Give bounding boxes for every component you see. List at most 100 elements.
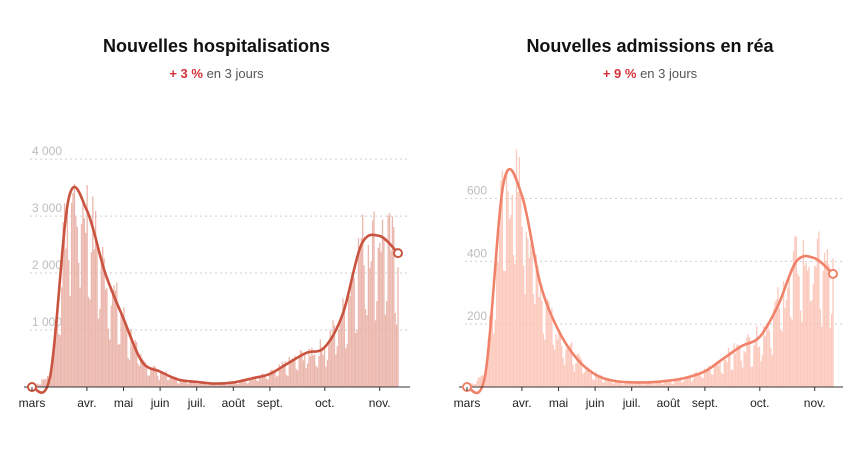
daily-bar — [72, 192, 74, 387]
daily-bar — [811, 300, 813, 387]
daily-bar — [230, 381, 232, 387]
daily-bar — [832, 258, 834, 387]
daily-bar — [635, 381, 638, 387]
daily-bar — [229, 382, 231, 387]
daily-bar — [65, 248, 67, 387]
daily-bar — [109, 339, 111, 387]
daily-bar — [570, 342, 573, 387]
daily-bar — [695, 371, 697, 387]
daily-bar — [592, 379, 594, 387]
daily-bar — [237, 384, 240, 387]
daily-bar — [702, 377, 704, 387]
daily-bar — [285, 374, 288, 387]
daily-bar — [203, 382, 206, 387]
daily-bar — [124, 322, 126, 387]
daily-bar — [693, 372, 696, 387]
daily-bar — [387, 215, 389, 387]
daily-bar — [561, 345, 563, 387]
daily-bar — [256, 380, 258, 387]
daily-bar — [609, 380, 611, 387]
daily-bar — [126, 326, 128, 387]
daily-bar — [301, 351, 303, 387]
trend-line — [30, 185, 399, 394]
daily-bar — [308, 348, 310, 387]
daily-bar — [393, 226, 395, 387]
daily-bar — [44, 379, 46, 387]
x-tick-label: nov. — [804, 396, 826, 410]
daily-bar — [518, 157, 520, 387]
daily-bar — [302, 360, 305, 387]
daily-bar — [147, 375, 149, 387]
daily-bar — [692, 379, 694, 387]
daily-bar — [140, 353, 142, 387]
daily-bar — [812, 284, 814, 387]
daily-bar — [189, 381, 191, 387]
daily-bar — [107, 328, 110, 387]
daily-bar — [220, 383, 223, 387]
daily-bar — [565, 349, 567, 387]
daily-bar — [120, 310, 122, 387]
daily-bar — [96, 243, 98, 387]
x-tick-label: juil. — [622, 396, 641, 410]
daily-bar — [597, 377, 600, 387]
daily-bar — [510, 214, 512, 387]
daily-bar — [801, 322, 803, 387]
daily-bar — [781, 331, 783, 387]
daily-bar — [829, 327, 831, 387]
daily-bar — [267, 379, 269, 387]
daily-bar — [657, 382, 659, 387]
daily-bar — [233, 381, 235, 387]
daily-bar — [493, 333, 495, 387]
daily-bar — [373, 211, 375, 387]
daily-bar — [274, 370, 276, 387]
daily-bar — [243, 381, 245, 387]
daily-bar — [594, 371, 597, 387]
daily-bar — [744, 352, 747, 387]
daily-bar — [722, 374, 724, 387]
daily-bar — [751, 366, 754, 387]
daily-bar — [507, 191, 509, 387]
daily-bar — [489, 315, 491, 387]
daily-bar — [363, 265, 365, 387]
daily-bar — [198, 383, 200, 387]
daily-bar — [123, 307, 125, 387]
daily-bar — [76, 226, 78, 387]
daily-bar — [746, 337, 748, 387]
daily-bar — [89, 299, 91, 387]
daily-bar — [117, 344, 119, 387]
daily-bar — [254, 377, 256, 387]
daily-bar — [774, 301, 776, 387]
daily-bar — [685, 376, 687, 387]
daily-bar — [164, 375, 166, 387]
daily-bar — [828, 264, 830, 387]
daily-bar — [645, 382, 648, 387]
daily-bar — [521, 227, 523, 387]
daily-bar — [395, 324, 398, 387]
daily-bar — [758, 346, 761, 387]
daily-bar — [270, 370, 272, 387]
daily-bar — [734, 353, 737, 387]
daily-bar — [816, 238, 819, 387]
daily-bar — [689, 374, 691, 387]
daily-bar — [798, 276, 800, 387]
change-period: en 3 jours — [640, 66, 698, 81]
daily-bar — [784, 307, 786, 387]
daily-bar — [110, 305, 112, 387]
daily-bar — [777, 287, 779, 387]
daily-bar — [822, 270, 824, 387]
daily-bar — [151, 367, 153, 387]
daily-bar — [148, 375, 150, 387]
daily-bar — [818, 231, 820, 387]
daily-bar — [250, 377, 252, 387]
daily-bar — [763, 325, 765, 387]
daily-bar — [330, 337, 333, 387]
daily-bar — [770, 348, 772, 387]
y-tick-label: 3 000 — [32, 201, 62, 215]
daily-bar — [655, 381, 658, 387]
daily-bar — [145, 368, 148, 387]
daily-bar — [703, 368, 706, 387]
daily-bar — [631, 383, 634, 387]
daily-bar — [775, 299, 778, 387]
daily-bar — [504, 271, 506, 387]
daily-bar — [169, 375, 172, 387]
